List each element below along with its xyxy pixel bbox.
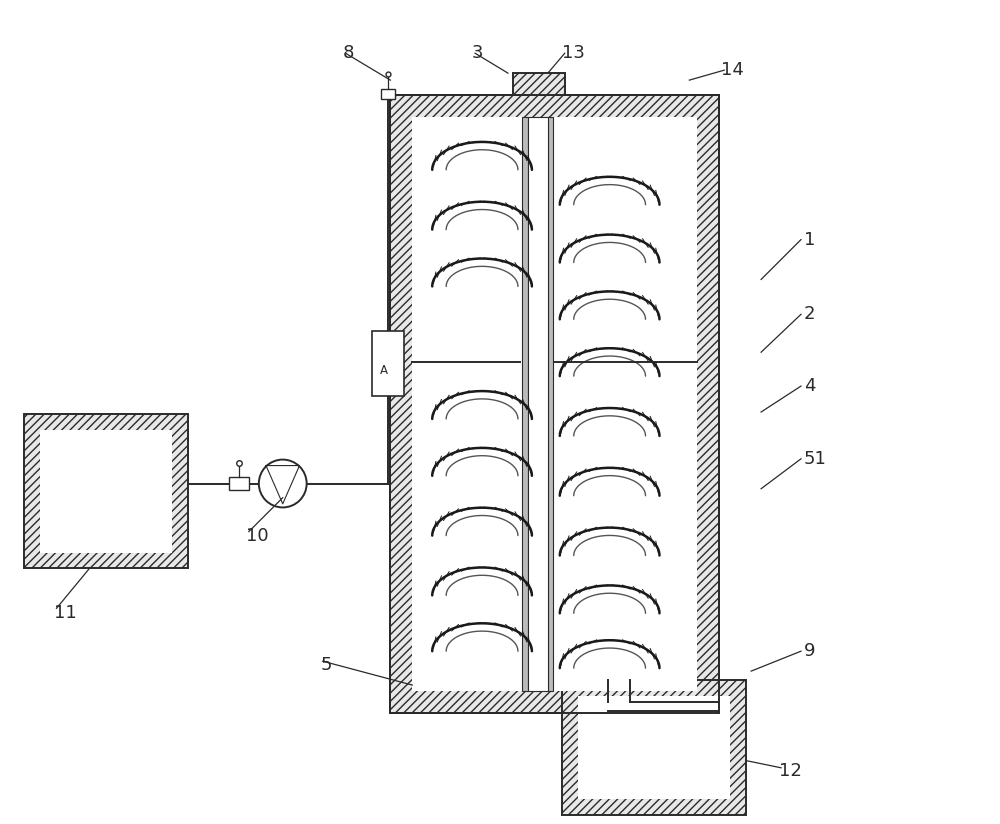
- Text: 8: 8: [343, 44, 354, 63]
- Bar: [522, 117, 528, 691]
- Text: 14: 14: [721, 61, 744, 79]
- Bar: [381, 89, 395, 99]
- Bar: [513, 73, 565, 95]
- Text: 10: 10: [246, 527, 268, 545]
- Bar: [412, 117, 697, 691]
- Text: 13: 13: [562, 44, 585, 63]
- Bar: [528, 117, 548, 691]
- Text: 4: 4: [804, 377, 815, 395]
- Text: 11: 11: [54, 604, 76, 622]
- Bar: [390, 95, 719, 713]
- Text: 51: 51: [804, 450, 827, 468]
- Bar: [229, 476, 249, 490]
- Bar: [40, 430, 172, 553]
- Text: A: A: [379, 364, 387, 377]
- Bar: [24, 414, 188, 569]
- Circle shape: [259, 460, 307, 508]
- Text: 1: 1: [804, 231, 815, 249]
- Text: 5: 5: [321, 656, 332, 674]
- Text: 12: 12: [779, 761, 802, 780]
- Bar: [578, 696, 730, 798]
- Bar: [372, 331, 404, 396]
- Bar: [562, 680, 746, 815]
- Bar: [548, 117, 553, 691]
- Text: 2: 2: [804, 306, 815, 323]
- Text: 9: 9: [804, 642, 815, 660]
- Text: 3: 3: [472, 44, 484, 63]
